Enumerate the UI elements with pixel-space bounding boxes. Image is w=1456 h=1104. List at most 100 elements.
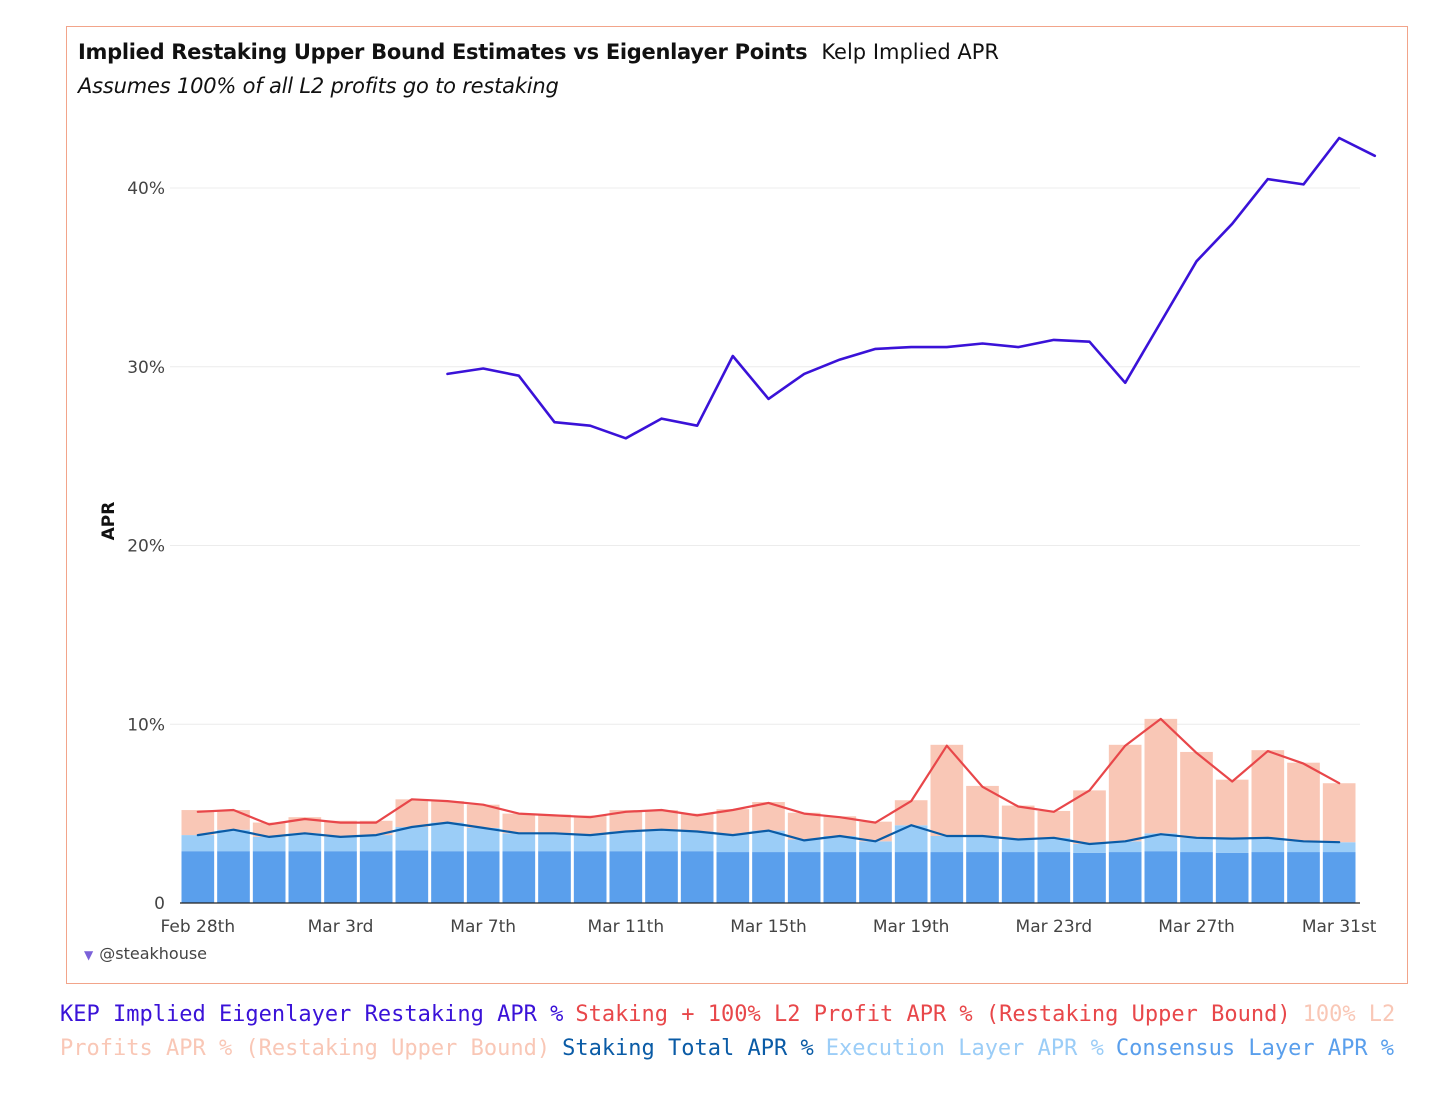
consensus-bar [1073,852,1106,903]
l2-profit-bar [1001,805,1035,840]
x-tick-label: Mar 11th [588,917,665,937]
consensus-bar [359,851,393,903]
execution-bar [1001,839,1035,853]
watermark-text: @steakhouse [99,944,208,963]
execution-bar [359,835,393,852]
y-tick-label: 40% [127,179,165,199]
execution-bar [1251,837,1285,853]
l2-profit-bar [1144,718,1178,834]
legend-item[interactable]: 100% L2 Profits APR % (Restaking Upper B… [60,1002,1396,1061]
execution-bar [431,822,464,852]
consensus-bar [1287,852,1320,903]
legend-item[interactable]: Execution Layer APR % [825,1036,1104,1061]
l2-profit-bar [431,801,464,823]
l2-profit-bar [395,799,429,828]
upper-bound-apr-line [196,717,1341,826]
l2-profit-bar [894,800,928,826]
legend-item[interactable]: Staking Total APR % [562,1036,814,1061]
l2-profit-bar [181,810,215,836]
chart-tab-label[interactable]: Kelp Implied APR [821,40,1000,64]
execution-bar [1037,837,1071,853]
execution-bar [1180,837,1213,853]
execution-bar [1287,841,1320,853]
l2-profit-bar [859,821,892,842]
consensus-bar [1180,852,1213,903]
l2-profit-bar [1037,810,1071,838]
chart-header: Implied Restaking Upper Bound Estimates … [78,40,999,64]
execution-bar [1144,833,1178,852]
execution-bar [538,833,571,852]
x-tick-label: Mar 3rd [308,917,374,937]
x-tick-label: Mar 15th [730,917,807,937]
consensus-bar [1144,851,1178,903]
l2-profit-bar [502,813,536,834]
l2-profit-bar [324,820,357,837]
legend-item[interactable]: Staking + 100% L2 Profit APR % (Restakin… [575,1002,1291,1027]
l2-profit-bar [787,812,821,840]
consensus-bar [930,852,964,903]
l2-profit-bar [930,744,964,836]
execution-bar [823,835,857,853]
consensus-bar [288,851,322,903]
consensus-bar [466,851,500,903]
consensus-bar [752,852,785,903]
execution-bar [752,830,785,853]
l2-profit-bar [609,810,643,832]
execution-bar [966,835,999,853]
consensus-bar [894,852,928,903]
chart-title: Implied Restaking Upper Bound Estimates … [78,40,808,64]
consensus-bar [1251,852,1285,903]
l2-profit-bar [823,816,857,836]
execution-bar [645,829,678,852]
chart-legend: KEP Implied Eigenlayer Restaking APR % St… [60,998,1430,1066]
x-tick-label: Mar 31st [1302,917,1377,937]
y-tick-label: 30% [127,358,165,378]
consensus-bar [395,850,429,903]
chart-subtitle: Assumes 100% of all L2 profits go to res… [78,74,559,98]
execution-bar [609,831,643,852]
consensus-bar [787,852,821,903]
l2-profit-bar [1287,762,1320,842]
execution-bar [502,833,536,852]
execution-bar [787,839,821,853]
legend-item[interactable]: Consensus Layer APR % [1115,1036,1395,1061]
l2-profit-bar [680,813,714,832]
l2-profit-bar [966,785,999,836]
consensus-bar [431,851,464,903]
execution-bar [288,833,322,852]
consensus-bar [716,852,750,903]
execution-bar [466,827,500,852]
l2-profit-bar [1073,790,1106,845]
execution-bar [1073,844,1106,853]
execution-bar [716,834,750,853]
consensus-bar [181,851,215,903]
consensus-bar [645,851,678,903]
execution-bar [859,841,892,853]
l2-profit-bar [1251,750,1285,838]
x-tick-label: Mar 23rd [1016,917,1093,937]
execution-bar [395,827,429,851]
l2-profit-bar [1322,783,1356,843]
consensus-bar [966,852,999,903]
consensus-bar [859,852,892,903]
consensus-bar [1108,852,1142,903]
y-tick-label: 20% [127,537,165,557]
consensus-bar [609,851,643,903]
watermark: ▼ @steakhouse [84,944,207,963]
execution-bar [252,836,286,852]
consensus-bar [1322,852,1356,903]
l2-profit-bar [217,810,250,830]
execution-bar [1108,841,1142,853]
consensus-bar [252,851,286,903]
kep-implied-apr-line [446,136,1377,440]
consensus-bar [324,851,357,903]
consensus-bar [1215,852,1249,903]
x-tick-label: Mar 27th [1158,917,1235,937]
legend-item[interactable]: KEP Implied Eigenlayer Restaking APR % [60,1002,564,1027]
consensus-bar [1037,852,1071,903]
l2-profit-bar [1180,751,1213,838]
l2-profit-bar [359,820,393,836]
l2-profit-bar [1215,779,1249,839]
execution-bar [1215,838,1249,853]
